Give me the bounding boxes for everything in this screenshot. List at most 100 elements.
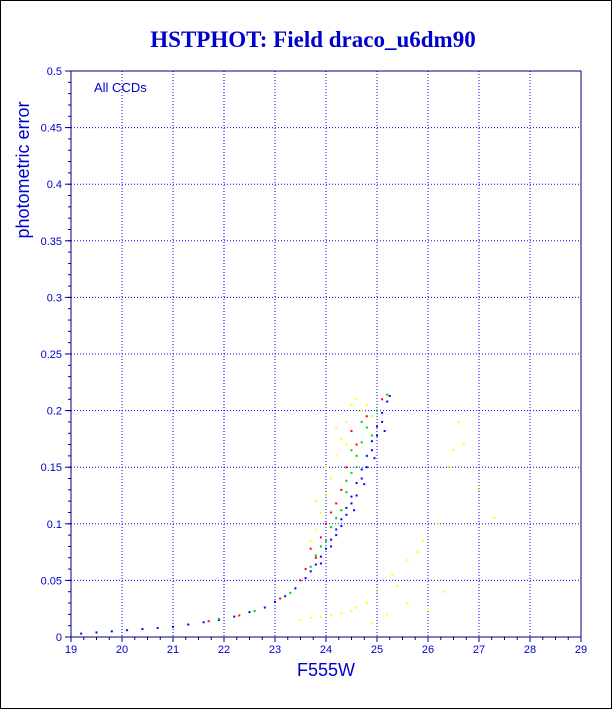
y-tick-label: 0.25 [41,349,62,361]
y-tick-label: 0.2 [47,406,62,418]
data-point [319,555,322,558]
data-point [376,434,378,437]
x-tick-label: 27 [473,644,485,656]
data-point [365,454,368,457]
data-point [335,528,338,531]
data-point [314,554,317,557]
y-tick-label: 0.05 [41,575,62,587]
data-point [350,495,353,498]
data-point [335,517,338,520]
data-point [350,502,353,505]
data-point [360,409,363,412]
data-point [365,403,368,406]
data-point [350,471,353,474]
data-point [289,591,292,594]
data-point [80,632,83,635]
grid [70,70,582,638]
data-point [330,477,333,480]
data-point [325,494,327,497]
x-tick-label: 24 [320,644,332,656]
x-tick-label: 26 [422,644,434,656]
data-point [360,477,363,480]
data-point [279,597,282,600]
data-point [309,539,312,542]
x-tick-label: 22 [218,644,230,656]
data-point [376,425,378,428]
data-point [457,420,460,423]
data-point [350,449,353,452]
data-point [330,526,333,529]
data-point [427,607,429,610]
data-point [353,509,356,512]
data-point [360,441,363,444]
data-point [478,488,480,491]
data-point [437,522,440,525]
data-point [373,457,376,460]
data-point [309,616,312,619]
data-point [370,415,373,418]
data-point [207,620,210,623]
data-point [376,590,378,593]
data-point [126,629,129,632]
data-point [325,466,327,469]
data-point [319,511,322,514]
chart-title: HSTPHOT: Field draco_u6dm90 [150,27,475,52]
x-tick-label: 20 [116,644,128,656]
data-point [314,563,317,566]
y-tick-label: 0.3 [47,292,62,304]
data-point [202,621,205,624]
data-point [345,513,348,516]
data-point [314,528,317,531]
data-point [172,625,174,628]
data-point [340,518,343,521]
data-point [386,400,389,403]
data-point [388,394,391,397]
data-point [309,565,312,568]
data-point [325,522,327,525]
data-point [325,539,327,542]
data-point [386,613,389,616]
data-point [365,426,368,429]
data-point [284,595,287,598]
data-point [325,547,327,550]
data-point [442,590,445,593]
data-point [274,600,276,603]
data-point [335,502,338,505]
data-point [406,559,409,562]
data-point [253,609,256,612]
data-point [314,500,317,503]
data-point [493,517,496,520]
data-point [304,577,307,580]
data-point [360,420,363,423]
data-point [340,509,343,512]
data-point [330,545,333,548]
data-point [381,398,384,401]
data-point [309,547,312,550]
data-point [355,494,358,497]
data-point [319,536,322,539]
data-point [345,443,348,446]
data-point [319,562,322,565]
data-point [335,454,338,457]
ticks: 19 20 21 22 23 24 25 26 27 28 29 0 0.05 0.1 0.15 0.2 0.2… [41,66,588,656]
data-point [370,622,373,625]
data-point [370,434,373,437]
data-point [365,466,368,469]
data-point [217,619,220,622]
data-point [345,491,348,494]
data-point [345,466,348,469]
data-point [340,488,343,491]
data-point [319,545,322,548]
data-point [421,539,424,542]
data-point [355,606,358,609]
y-tick-label: 0 [56,632,62,644]
y-tick-label: 0.4 [47,179,62,191]
data-point [233,615,236,618]
x-tick-label: 25 [371,644,383,656]
data-point [314,556,317,559]
data-point [355,466,358,469]
x-tick-label: 21 [167,644,179,656]
data-point [294,587,297,590]
y-tick-label: 0.15 [41,462,62,474]
data-point [416,551,419,554]
